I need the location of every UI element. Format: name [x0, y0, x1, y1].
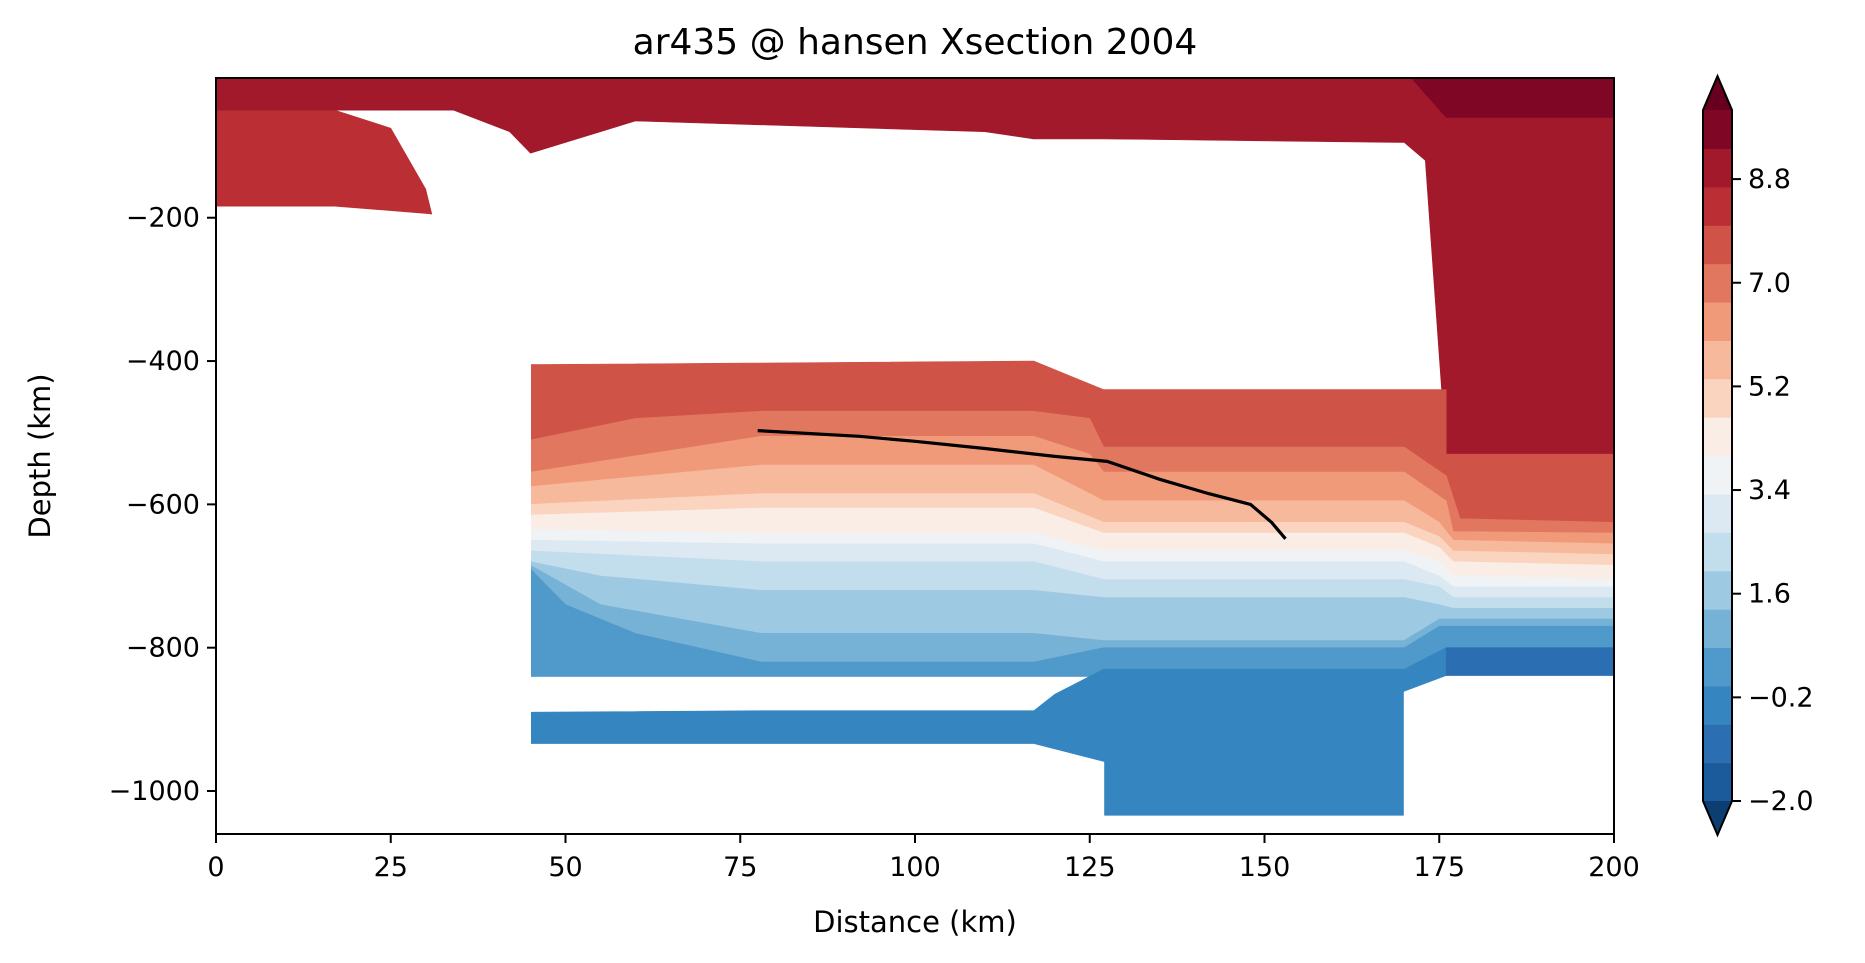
colorbar-extend-min — [1703, 801, 1732, 835]
y-tick-label: −600 — [126, 489, 200, 520]
y-tick-label: −400 — [126, 346, 200, 377]
x-tick-label: 75 — [723, 852, 757, 883]
colorbar-bin — [1703, 493, 1732, 533]
x-tick-label: 200 — [1588, 852, 1640, 883]
colorbar: −2.0 −0.2 1.6 3.4 5.2 7.0 8.8 — [1702, 73, 1814, 838]
contour-band-16 — [1445, 647, 1614, 677]
x-axis-label: Distance (km) — [813, 905, 1017, 939]
colorbar-tick-label: 3.4 — [1748, 475, 1791, 506]
colorbar-bin — [1703, 110, 1732, 149]
x-tick-label: 50 — [548, 852, 582, 883]
y-axis-label: Depth (km) — [23, 373, 57, 538]
colorbar-bin — [1703, 301, 1732, 341]
colorbar-tick-label: −0.2 — [1748, 682, 1814, 713]
y-tick-label: −200 — [126, 203, 200, 234]
colorbar-bin — [1703, 685, 1732, 725]
colorbar-tick-label: 8.8 — [1748, 164, 1791, 195]
colorbar-bin — [1703, 378, 1732, 418]
colorbar-bin — [1703, 263, 1732, 303]
y-tick-label: −1000 — [109, 776, 200, 807]
contour-band-2 — [1410, 78, 1614, 118]
colorbar-bin — [1703, 647, 1732, 687]
land-mask — [216, 206, 1614, 834]
y-axis: −200 −400 −600 −800 −1000 — [109, 203, 216, 807]
colorbar-extend-max — [1703, 76, 1732, 110]
colorbar-bin — [1703, 570, 1732, 610]
colorbar-bin — [1703, 148, 1732, 188]
x-tick-label: 25 — [374, 852, 408, 883]
colorbar-bin — [1703, 609, 1732, 649]
colorbar-bin — [1703, 186, 1732, 226]
colorbar-bin — [1703, 417, 1732, 457]
chart-title: ar435 @ hansen Xsection 2004 — [633, 22, 1198, 63]
colorbar-tick-label: −2.0 — [1748, 786, 1814, 817]
x-tick-label: 100 — [889, 852, 941, 883]
colorbar-bin — [1703, 724, 1732, 764]
x-tick-label: 125 — [1064, 852, 1116, 883]
colorbar-bin — [1703, 455, 1732, 495]
plot-area — [216, 78, 1614, 834]
colorbar-bin — [1703, 340, 1732, 380]
colorbar-bin — [1703, 225, 1732, 265]
surface-line — [757, 429, 1287, 540]
colorbar-tick-label: 7.0 — [1748, 268, 1791, 299]
x-tick-label: 0 — [207, 852, 224, 883]
colorbar-tick-label: 1.6 — [1748, 579, 1791, 610]
x-axis: 0 25 50 75 100 125 150 175 200 — [207, 834, 1640, 883]
x-tick-label: 175 — [1413, 852, 1465, 883]
colorbar-bin — [1703, 532, 1732, 572]
y-tick-label: −800 — [126, 633, 200, 664]
x-tick-label: 150 — [1239, 852, 1291, 883]
colorbar-tick-label: 5.2 — [1748, 371, 1791, 402]
colorbar-bin — [1703, 762, 1732, 802]
